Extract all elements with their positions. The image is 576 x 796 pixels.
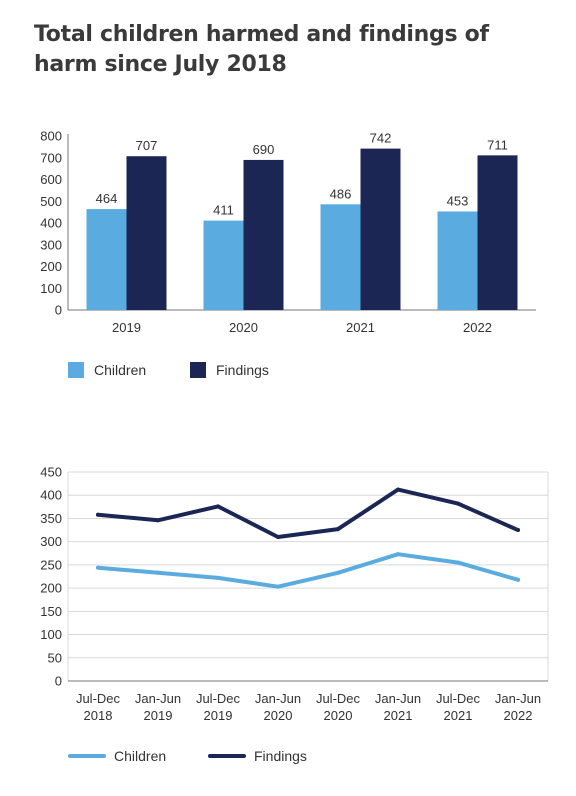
- line-children: [96, 552, 520, 589]
- y-tick-label: 350: [40, 511, 62, 526]
- line-findings: [96, 487, 520, 539]
- x-tick-label: 2019: [112, 320, 141, 335]
- x-tick-label: Jan-Jun 2020: [255, 691, 301, 723]
- y-tick-label: 100: [40, 627, 62, 642]
- point-children: [276, 584, 280, 589]
- x-tick-label-line: Jan-Jun: [255, 691, 301, 706]
- bar-children-2022: [437, 211, 478, 310]
- x-tick-label-line: 2019: [204, 708, 233, 723]
- bar-findings-2020: [243, 159, 284, 310]
- data-label: 486: [330, 186, 352, 201]
- x-tick-label-line: 2020: [264, 708, 293, 723]
- x-tick-label-line: Jan-Jun: [135, 691, 181, 706]
- x-tick-label-line: Jul-Dec: [196, 691, 241, 706]
- x-tick-label: Jul-Dec 2021: [436, 691, 481, 723]
- legend-label-findings: Findings: [254, 748, 307, 764]
- data-label: 453: [447, 193, 469, 208]
- x-tick-label-line: Jan-Jun: [375, 691, 421, 706]
- x-tick-label-line: 2022: [504, 708, 533, 723]
- x-tick-label: Jul-Dec 2018: [76, 691, 121, 723]
- chart-title: Total children harmed and findings of ha…: [34, 22, 489, 77]
- point-findings: [156, 518, 160, 523]
- y-tick-label: 50: [48, 650, 62, 665]
- line-chart: 0 50 100 150 200 250 300 350 400 450 Jul-Dec 2018 Ja…: [40, 465, 549, 764]
- y-tick-label: 800: [40, 129, 62, 144]
- bar-findings-2019: [126, 156, 167, 310]
- y-tick-label: 600: [40, 172, 62, 187]
- x-tick-label-line: Jul-Dec: [436, 691, 481, 706]
- x-tick-label-line: Jul-Dec: [76, 691, 121, 706]
- point-findings: [276, 535, 280, 540]
- y-tick-label: 300: [40, 237, 62, 252]
- bar-children-2020: [203, 220, 244, 310]
- y-tick-label: 200: [40, 581, 62, 596]
- point-findings: [456, 501, 460, 506]
- data-label: 464: [96, 191, 118, 206]
- x-tick-label-line: 2021: [384, 708, 413, 723]
- y-tick-label: 400: [40, 488, 62, 503]
- bar-chart: 0 100 200 300 400 500 600 700 800 464 707 2019 411 69…: [40, 129, 536, 378]
- x-tick-label-line: Jul-Dec: [316, 691, 361, 706]
- point-findings: [516, 528, 520, 533]
- legend-label-children: Children: [114, 748, 166, 764]
- point-findings: [396, 487, 400, 492]
- point-children: [456, 560, 460, 565]
- point-children: [336, 570, 340, 575]
- x-tick-label: Jan-Jun 2022: [495, 691, 541, 723]
- point-children: [516, 577, 520, 582]
- data-label: 711: [487, 137, 508, 152]
- x-tick-label-line: 2021: [444, 708, 473, 723]
- point-children: [216, 575, 220, 580]
- bar-findings-2022: [477, 155, 518, 310]
- x-tick-label: 2021: [346, 320, 375, 335]
- x-tick-label: Jan-Jun 2021: [375, 691, 421, 723]
- point-findings: [96, 512, 100, 517]
- x-tick-label: 2020: [229, 320, 258, 335]
- legend-label-children: Children: [94, 362, 146, 378]
- y-tick-label: 0: [55, 303, 62, 318]
- point-findings: [216, 504, 220, 509]
- y-tick-label: 500: [40, 194, 62, 209]
- x-tick-label: 2022: [463, 320, 492, 335]
- x-tick-label-line: 2018: [84, 708, 113, 723]
- bar-findings-2021: [360, 148, 401, 310]
- data-label: 411: [213, 203, 234, 218]
- y-tick-label: 200: [40, 259, 62, 274]
- y-tick-label: 250: [40, 557, 62, 572]
- bar-children-2019: [86, 209, 127, 310]
- x-tick-label: Jul-Dec 2020: [316, 691, 361, 723]
- data-label: 742: [370, 131, 392, 146]
- x-tick-label: Jan-Jun 2019: [135, 691, 181, 723]
- point-findings: [336, 527, 340, 532]
- y-tick-label: 400: [40, 216, 62, 231]
- data-label: 707: [136, 138, 158, 153]
- x-tick-label: Jul-Dec 2019: [196, 691, 241, 723]
- point-children: [396, 552, 400, 557]
- data-label: 690: [253, 142, 275, 157]
- x-tick-label-line: 2020: [324, 708, 353, 723]
- y-tick-label: 700: [40, 150, 62, 165]
- point-children: [156, 570, 160, 575]
- y-tick-label: 450: [40, 465, 62, 480]
- legend-swatch-children: [68, 362, 84, 378]
- legend-swatch-findings: [190, 362, 206, 378]
- x-tick-label-line: Jan-Jun: [495, 691, 541, 706]
- bar-children-2021: [320, 204, 361, 310]
- y-tick-label: 300: [40, 534, 62, 549]
- y-tick-label: 150: [40, 604, 62, 619]
- y-tick-label: 0: [55, 674, 62, 689]
- legend-label-findings: Findings: [216, 362, 269, 378]
- x-tick-label-line: 2019: [144, 708, 173, 723]
- point-children: [96, 565, 100, 570]
- y-tick-label: 100: [40, 281, 62, 296]
